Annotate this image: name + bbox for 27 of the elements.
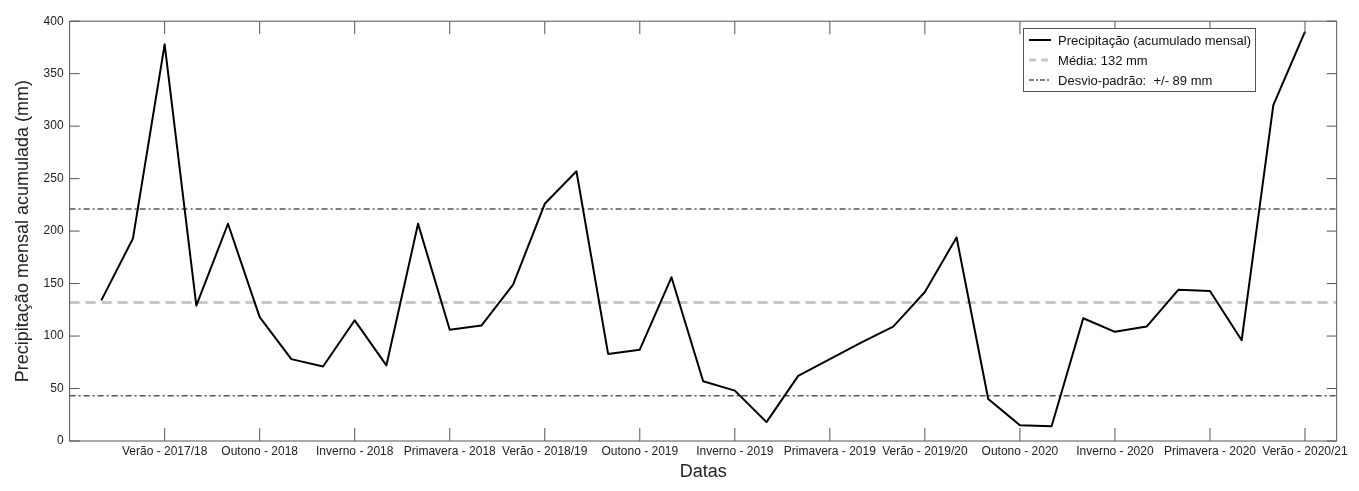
y-tick-label: 300 <box>43 118 64 133</box>
x-tick-label: Primavera - 2020 <box>1163 443 1257 458</box>
x-tick-label: Primavera - 2018 <box>403 443 497 458</box>
x-tick-label: Verão - 2020/21 <box>1262 443 1349 458</box>
y-tick-label: 100 <box>43 328 64 343</box>
x-tick-label: Inverno - 2019 <box>696 443 774 458</box>
legend-label: Precipitação (acumulado mensal) <box>1058 32 1251 48</box>
y-tick-label: 400 <box>43 13 64 28</box>
y-tick-label: 0 <box>56 433 64 448</box>
x-tick-label: Inverno - 2018 <box>316 443 394 458</box>
y-tick-label: 150 <box>43 275 64 290</box>
x-tick-label: Inverno - 2020 <box>1076 443 1154 458</box>
legend-label: Média: 132 mm <box>1058 52 1148 68</box>
x-tick-label: Outono - 2019 <box>601 443 679 458</box>
y-tick-label: 50 <box>50 380 64 395</box>
legend-label: Desvio-padrão: +/- 89 mm <box>1058 72 1213 88</box>
x-tick-label: Verão - 2019/20 <box>882 443 968 458</box>
x-tick-label: Verão - 2018/19 <box>502 443 588 458</box>
y-tick-label: 350 <box>43 65 64 80</box>
y-tick-label: 200 <box>43 223 64 238</box>
y-tick-label: 250 <box>43 170 64 185</box>
x-tick-label: Verão - 2017/18 <box>121 443 208 458</box>
x-axis-title: Datas <box>679 461 727 482</box>
x-tick-label: Primavera - 2019 <box>783 443 877 458</box>
x-tick-label: Outono - 2020 <box>981 443 1059 458</box>
x-tick-label: Outono - 2018 <box>221 443 299 458</box>
y-axis-title: Precipitação mensal acumulada (mm) <box>11 80 32 383</box>
